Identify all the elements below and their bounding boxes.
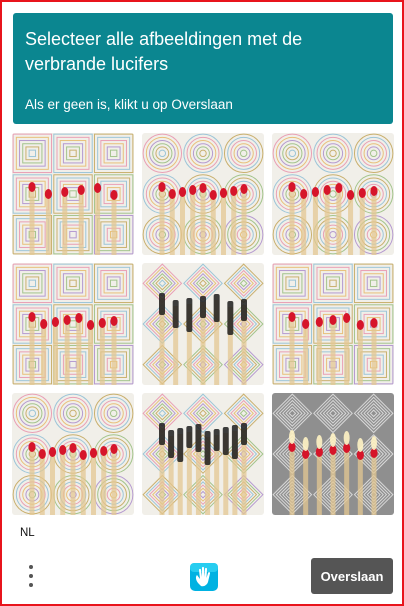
tile-8[interactable] bbox=[142, 393, 264, 515]
tile-2[interactable] bbox=[142, 133, 264, 255]
tile-5[interactable] bbox=[142, 263, 264, 385]
challenge-prompt: Selecteer alle afbeeldingen met de verbr… bbox=[25, 29, 303, 74]
hand-logo-icon[interactable] bbox=[187, 560, 221, 594]
tile-9[interactable] bbox=[272, 393, 394, 515]
tile-3[interactable] bbox=[272, 133, 394, 255]
tile-4[interactable] bbox=[12, 263, 134, 385]
language-indicator[interactable]: NL bbox=[20, 527, 35, 539]
challenge-hint: Als er geen is, klikt u op Overslaan bbox=[25, 97, 233, 112]
menu-icon[interactable] bbox=[24, 563, 38, 589]
tile-7[interactable] bbox=[12, 393, 134, 515]
tile-1[interactable] bbox=[12, 133, 134, 255]
tile-6[interactable] bbox=[272, 263, 394, 385]
challenge-header: Selecteer alle afbeeldingen met de verbr… bbox=[13, 13, 393, 124]
skip-button[interactable]: Overslaan bbox=[311, 558, 393, 594]
